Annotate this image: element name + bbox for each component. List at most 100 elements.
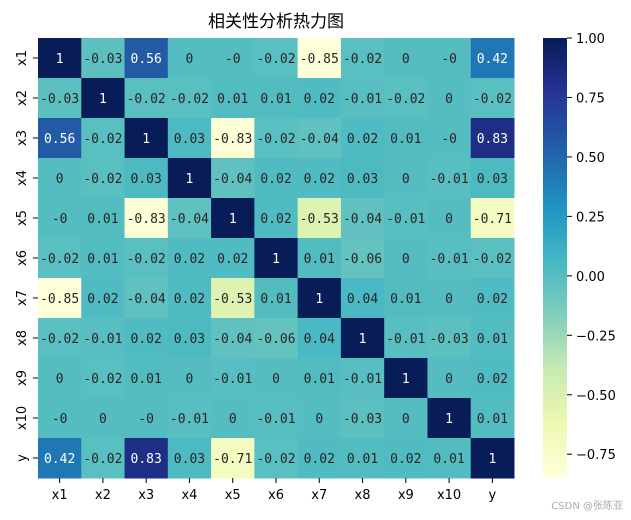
colorbar-tick-label: 0.25 — [576, 210, 605, 225]
heatmap-cell-label: 0 — [402, 52, 410, 67]
heatmap-cell — [427, 358, 472, 399]
heatmap-cell — [254, 358, 299, 399]
heatmap-cell-label: -0.85 — [300, 52, 339, 67]
heatmap-cell-label: 0.02 — [260, 172, 291, 187]
y-tick-label: x2 — [15, 90, 30, 106]
heatmap-cell — [297, 38, 342, 79]
heatmap-cell — [384, 358, 428, 399]
heatmap-cell — [124, 358, 169, 399]
heatmap-cell-label: -0.01 — [213, 372, 252, 387]
y-tick-label: x3 — [15, 130, 30, 146]
heatmap-cell — [427, 238, 472, 279]
heatmap-cell — [427, 78, 472, 119]
heatmap-cell — [384, 38, 428, 79]
heatmap-cell — [427, 438, 472, 479]
heatmap-cell — [167, 158, 212, 199]
y-tick-label: y — [15, 454, 30, 462]
heatmap-cell-label: 0.01 — [217, 92, 248, 107]
heatmap-cell — [470, 278, 515, 319]
x-tick-label: x7 — [311, 488, 327, 503]
heatmap-cell-label: -0.53 — [213, 292, 252, 307]
heatmap-cell-label: 0.83 — [477, 132, 508, 147]
heatmap-cell — [340, 438, 385, 479]
heatmap-cell-label: -0.04 — [300, 132, 339, 147]
heatmap-cell-label: 0.01 — [304, 252, 335, 267]
y-axis-ticks: x1 x2 x3 x4 x5 x6 x7 x8 x9 x10 y — [15, 50, 38, 462]
heatmap-cell — [167, 238, 212, 279]
heatmap-cell-label: -0.02 — [40, 332, 79, 347]
heatmap-cell-label: 0 — [445, 92, 453, 107]
heatmap-cell-label: 1 — [402, 372, 410, 387]
heatmap-cell-label: -0.02 — [127, 252, 166, 267]
heatmap-cell-label: 0.01 — [87, 252, 118, 267]
heatmap-cell-label: 0.02 — [217, 252, 248, 267]
heatmap-cell-label: -0.04 — [213, 332, 252, 347]
x-tick-label: y — [489, 488, 497, 503]
heatmap-cell — [254, 318, 299, 359]
heatmap-cell — [167, 278, 212, 319]
heatmap-cell-label: -0 — [225, 52, 241, 67]
heatmap-cell-label: 0.56 — [44, 132, 75, 147]
heatmap-cell — [167, 358, 212, 399]
heatmap-cell-label: 1 — [445, 412, 453, 427]
heatmap-cell-label: -0.83 — [127, 212, 166, 227]
heatmap-cell — [470, 78, 515, 119]
heatmap-cell — [470, 238, 515, 279]
heatmap-cell — [167, 438, 212, 479]
heatmap-cell-label: 1 — [186, 172, 194, 187]
heatmap-cell — [297, 278, 342, 319]
heatmap-cell — [124, 278, 169, 319]
heatmap-cell — [340, 358, 385, 399]
colorbar-tick-label: 0.50 — [576, 151, 605, 166]
heatmap-cell — [384, 238, 428, 279]
heatmap-cell — [297, 438, 342, 479]
heatmap-cell — [384, 318, 428, 359]
heatmap-cell — [81, 278, 126, 319]
heatmap-cell — [211, 358, 255, 399]
heatmap-cell-label: 0 — [56, 172, 64, 187]
heatmap-cell-label: 0 — [445, 212, 453, 227]
colorbar-tick-label: 1.00 — [576, 32, 605, 47]
heatmap-cell-label: 0.02 — [390, 452, 421, 467]
heatmap-cell — [211, 198, 255, 239]
heatmap-cell-label: -0.01 — [386, 332, 425, 347]
heatmap-cell-label: 0.03 — [174, 452, 205, 467]
heatmap-cell — [211, 318, 255, 359]
heatmap-cell-label: -0.02 — [83, 132, 122, 147]
x-axis-ticks: x1 x2 x3 x4 x5 x6 x7 x8 x9 x10 y — [52, 478, 497, 503]
heatmap-cell — [124, 438, 169, 479]
heatmap-cell — [427, 198, 472, 239]
heatmap-cell-label: -0.03 — [343, 412, 382, 427]
heatmap-cell-label: 0.04 — [347, 292, 378, 307]
heatmap-cell-label: -0.02 — [256, 132, 295, 147]
y-tick-label: x7 — [15, 290, 30, 306]
y-tick-label: x8 — [15, 330, 30, 346]
heatmap-cell — [38, 38, 82, 79]
heatmap-cell-label: -0.53 — [300, 212, 339, 227]
heatmap-cell — [254, 238, 299, 279]
heatmap-cell-label: -0.02 — [256, 52, 295, 67]
colorbar-tick-label: 0.00 — [576, 270, 605, 285]
heatmap-cell — [211, 238, 255, 279]
heatmap-cell-label: 0 — [56, 372, 64, 387]
heatmap-cell-label: 1 — [272, 252, 280, 267]
heatmap-cell — [340, 38, 385, 79]
heatmap-cell — [384, 118, 428, 159]
heatmap-cell — [38, 158, 82, 199]
x-tick-label: x3 — [138, 488, 154, 503]
heatmap-cell-label: -0.02 — [83, 452, 122, 467]
heatmap-cell-label: -0.83 — [213, 132, 252, 147]
y-tick-label: x4 — [15, 170, 30, 186]
heatmap-cell — [340, 118, 385, 159]
heatmap-cell — [38, 398, 82, 439]
heatmap-cell — [81, 318, 126, 359]
heatmap-cell — [167, 318, 212, 359]
heatmap-cell — [384, 78, 428, 119]
heatmap-cell-label: 1 — [99, 92, 107, 107]
heatmap-cell-label: -0.03 — [40, 92, 79, 107]
heatmap-cell — [254, 158, 299, 199]
heatmap-cell-label: 0.02 — [477, 372, 508, 387]
heatmap-cell — [384, 278, 428, 319]
colorbar-tick-label: 0.75 — [576, 91, 605, 106]
heatmap-cell-label: -0.71 — [213, 452, 252, 467]
